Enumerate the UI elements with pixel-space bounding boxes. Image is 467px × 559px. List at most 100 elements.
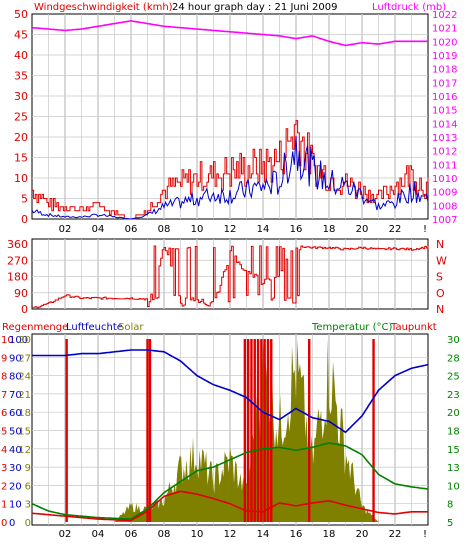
x-tick-label: 20 — [356, 529, 369, 540]
temperature-tick-label: 8 — [447, 500, 453, 511]
solar-axis-title: Solar — [118, 322, 144, 333]
solar-tick-label: 30 — [18, 335, 31, 346]
x-tick-label: 02 — [59, 529, 72, 540]
solar-tick-label: 27 — [18, 353, 31, 364]
humidity-tick-label: 90 — [9, 353, 22, 364]
temperature-tick-label: 20 — [447, 408, 460, 419]
humidity-axis-title: Luftfeuchte — [66, 322, 123, 333]
solar-tick-label: 0 — [25, 518, 31, 529]
pressure-tick-label: 1009 — [432, 188, 457, 199]
direction-tick-label: 90 — [14, 287, 28, 300]
humidity-tick-label: 50 — [9, 427, 22, 438]
humidity-tick-label: 10 — [9, 500, 22, 511]
temperature-tick-label: 13 — [447, 463, 460, 474]
rain-tick-label: 3 — [1, 463, 7, 474]
wind-tick-label: 35 — [14, 70, 28, 83]
pressure-tick-label: 1010 — [432, 174, 457, 185]
wind-axis-title: Windgeschwindigkeit (kmh) — [34, 2, 173, 13]
x-tick-label: 06 — [125, 529, 138, 540]
wind-tick-label: 30 — [14, 90, 28, 103]
x-tick-label: 10 — [191, 224, 204, 235]
wind-tick-label: 0 — [21, 213, 28, 226]
solar-tick-label: 12 — [18, 445, 31, 456]
solar-tick-label: 21 — [18, 390, 31, 401]
solar-tick-label: 24 — [18, 372, 31, 383]
solar-tick-label: 18 — [18, 408, 31, 419]
temperature-tick-label: 23 — [447, 390, 460, 401]
gust-series — [32, 120, 429, 220]
wind-tick-label: 15 — [14, 152, 28, 165]
temperature-tick-label: 18 — [447, 427, 460, 438]
x-tick-label: 02 — [59, 224, 72, 235]
compass-tick-label: O — [436, 287, 445, 300]
direction-tick-label: 0 — [21, 303, 28, 316]
pressure-tick-label: 1022 — [432, 10, 457, 21]
compass-tick-label: W — [436, 254, 447, 267]
humidity-tick-label: 80 — [9, 372, 22, 383]
x-tick-label: 20 — [356, 224, 369, 235]
x-tick-label: 12 — [224, 529, 237, 540]
temperature-tick-label: 28 — [447, 353, 460, 364]
pressure-tick-label: 1007 — [432, 215, 457, 226]
wind-tick-label: 20 — [14, 131, 28, 144]
dewpoint-series — [31, 490, 428, 522]
x-tick-label: 08 — [158, 529, 171, 540]
x-tick-label: ! — [423, 529, 427, 540]
humidity-series — [32, 349, 429, 434]
rain-tick-label: 5 — [1, 427, 7, 438]
humidity-tick-label: 60 — [9, 408, 22, 419]
temperature-series — [31, 442, 429, 520]
x-tick-label: 16 — [290, 224, 303, 235]
wind-avg-series — [31, 135, 429, 220]
compass-tick-label: N — [436, 303, 444, 316]
x-tick-label: 14 — [257, 529, 270, 540]
rain-tick-label: 1 — [1, 500, 7, 511]
rain-tick-label: 9 — [1, 353, 7, 364]
x-tick-label: ! — [423, 224, 427, 235]
temperature-tick-label: 30 — [447, 335, 460, 346]
pressure-tick-label: 1019 — [432, 51, 457, 62]
pressure-tick-label: 1013 — [432, 133, 457, 144]
x-tick-label: 08 — [158, 224, 171, 235]
rain-tick-label: 0 — [1, 518, 7, 529]
x-tick-label: 04 — [92, 529, 105, 540]
pressure-tick-label: 1018 — [432, 65, 457, 76]
x-tick-label: 12 — [224, 224, 237, 235]
pressure-tick-label: 1017 — [432, 78, 457, 89]
humidity-tick-label: 30 — [9, 463, 22, 474]
wind-tick-label: 40 — [14, 49, 28, 62]
x-tick-label: 18 — [323, 224, 336, 235]
rain-tick-label: 8 — [1, 372, 7, 383]
compass-tick-label: N — [436, 238, 444, 251]
x-tick-label: 06 — [125, 224, 138, 235]
solar-tick-label: 3 — [25, 500, 31, 511]
pressure-tick-label: 1021 — [432, 24, 457, 35]
rain-tick-label: 10 — [1, 335, 14, 346]
pressure-tick-label: 1020 — [432, 37, 457, 48]
x-tick-label: 10 — [191, 529, 204, 540]
pressure-tick-label: 1008 — [432, 201, 457, 212]
temperature-tick-label: 10 — [447, 481, 460, 492]
pressure-tick-label: 1014 — [432, 119, 457, 130]
wind-tick-label: 45 — [14, 29, 28, 42]
humidity-tick-label: 40 — [9, 445, 22, 456]
rain-tick-label: 6 — [1, 408, 7, 419]
humidity-tick-label: 20 — [9, 481, 22, 492]
solar-tick-label: 9 — [25, 463, 31, 474]
x-tick-label: 22 — [389, 224, 402, 235]
direction-tick-label: 270 — [7, 254, 28, 267]
wind-tick-label: 10 — [14, 172, 28, 185]
temperature-tick-label: 25 — [447, 372, 460, 383]
x-tick-label: 16 — [290, 529, 303, 540]
rain-axis-title: Regenmenge — [2, 322, 68, 333]
solar-tick-label: 15 — [18, 427, 31, 438]
temperature-axis-title: Temperatur (°C) — [311, 322, 392, 333]
chart-title: 24 hour graph day : 21 Juni 2009 — [172, 2, 338, 13]
humidity-tick-label: 100 — [9, 335, 28, 346]
pressure-tick-label: 1016 — [432, 92, 457, 103]
temperature-tick-label: 15 — [447, 445, 460, 456]
